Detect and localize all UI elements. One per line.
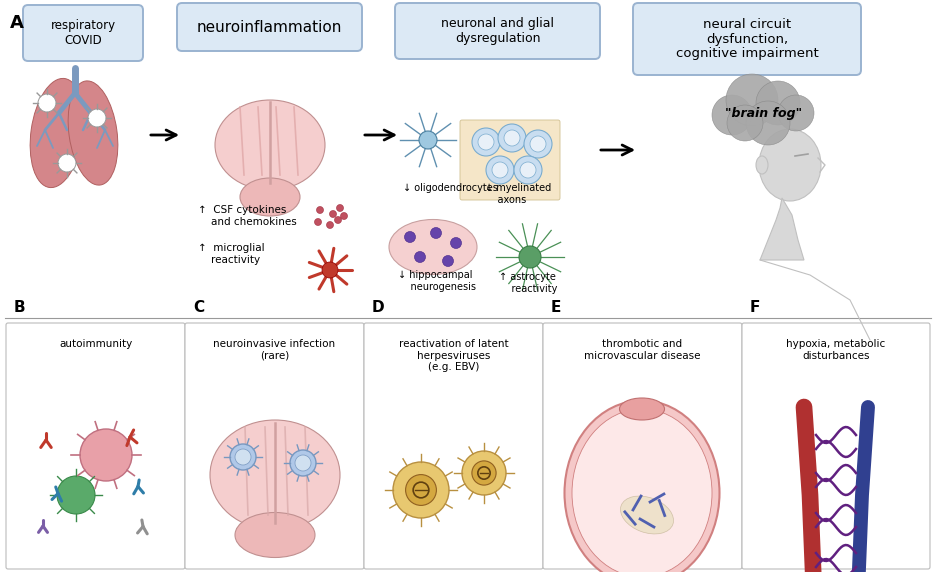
Text: B: B xyxy=(14,300,25,315)
Text: thrombotic and
microvascular disease: thrombotic and microvascular disease xyxy=(584,339,701,360)
FancyBboxPatch shape xyxy=(460,120,560,200)
Circle shape xyxy=(38,94,56,112)
Ellipse shape xyxy=(235,513,315,558)
FancyBboxPatch shape xyxy=(185,323,364,569)
Circle shape xyxy=(530,136,546,152)
Ellipse shape xyxy=(30,78,84,188)
Circle shape xyxy=(329,210,337,217)
Circle shape xyxy=(498,124,526,152)
Polygon shape xyxy=(760,198,804,260)
Circle shape xyxy=(462,451,506,495)
Circle shape xyxy=(58,154,76,172)
Text: autoimmunity: autoimmunity xyxy=(59,339,132,349)
Circle shape xyxy=(756,81,800,125)
Text: neuronal and glial
dysregulation: neuronal and glial dysregulation xyxy=(441,17,554,45)
Text: F: F xyxy=(750,300,760,315)
Circle shape xyxy=(519,246,541,268)
FancyBboxPatch shape xyxy=(633,3,861,75)
FancyBboxPatch shape xyxy=(395,3,600,59)
FancyBboxPatch shape xyxy=(543,323,742,569)
Circle shape xyxy=(726,74,778,126)
Circle shape xyxy=(504,130,520,146)
Text: D: D xyxy=(372,300,385,315)
Ellipse shape xyxy=(564,400,720,572)
Ellipse shape xyxy=(572,409,712,572)
Circle shape xyxy=(450,237,461,248)
Circle shape xyxy=(337,205,344,212)
Ellipse shape xyxy=(620,398,665,420)
Ellipse shape xyxy=(389,220,477,275)
Circle shape xyxy=(712,95,752,135)
Ellipse shape xyxy=(756,156,768,174)
Circle shape xyxy=(88,109,106,127)
Circle shape xyxy=(492,162,508,178)
Text: respiratory
COVID: respiratory COVID xyxy=(51,19,115,47)
Circle shape xyxy=(419,131,437,149)
Circle shape xyxy=(314,219,321,225)
Text: ↑ astrocyte
    reactivity: ↑ astrocyte reactivity xyxy=(499,272,557,293)
Circle shape xyxy=(472,461,496,485)
Circle shape xyxy=(290,450,316,476)
Text: E: E xyxy=(551,300,562,315)
Ellipse shape xyxy=(759,129,821,201)
Ellipse shape xyxy=(621,496,674,534)
Circle shape xyxy=(472,128,500,156)
Circle shape xyxy=(316,206,324,213)
Circle shape xyxy=(57,476,95,514)
Circle shape xyxy=(431,228,442,239)
Text: ↓ hippocampal
    neurogenesis: ↓ hippocampal neurogenesis xyxy=(398,270,476,292)
Circle shape xyxy=(341,213,347,220)
FancyBboxPatch shape xyxy=(742,323,930,569)
Circle shape xyxy=(405,475,436,506)
Text: "brain fog": "brain fog" xyxy=(725,106,802,120)
Text: neuroinvasive infection
(rare): neuroinvasive infection (rare) xyxy=(213,339,336,360)
FancyBboxPatch shape xyxy=(364,323,543,569)
Circle shape xyxy=(443,256,454,267)
Circle shape xyxy=(235,449,251,465)
Circle shape xyxy=(80,429,132,481)
Circle shape xyxy=(322,262,338,278)
Ellipse shape xyxy=(215,100,325,190)
Circle shape xyxy=(520,162,536,178)
FancyBboxPatch shape xyxy=(23,5,143,61)
Circle shape xyxy=(295,455,311,471)
Text: A: A xyxy=(10,14,24,32)
Text: ↓ myelinated
    axons: ↓ myelinated axons xyxy=(485,183,551,205)
Text: hypoxia, metabolic
disturbances: hypoxia, metabolic disturbances xyxy=(786,339,885,360)
Text: ↑  CSF cytokines
    and chemokines: ↑ CSF cytokines and chemokines xyxy=(198,205,297,227)
Circle shape xyxy=(415,252,426,263)
Circle shape xyxy=(778,95,814,131)
Circle shape xyxy=(478,134,494,150)
Circle shape xyxy=(746,101,790,145)
Text: C: C xyxy=(193,300,204,315)
Circle shape xyxy=(230,444,256,470)
Ellipse shape xyxy=(210,420,340,530)
Circle shape xyxy=(327,221,333,228)
Text: ↑  microglial
    reactivity: ↑ microglial reactivity xyxy=(198,243,265,265)
Circle shape xyxy=(404,232,416,243)
Circle shape xyxy=(514,156,542,184)
Ellipse shape xyxy=(240,178,300,216)
Circle shape xyxy=(393,462,449,518)
Text: ↓ oligodendrocytes: ↓ oligodendrocytes xyxy=(403,183,498,193)
Text: neural circuit
dysfunction,
cognitive impairment: neural circuit dysfunction, cognitive im… xyxy=(676,18,818,61)
Text: reactivation of latent
herpesviruses
(e.g. EBV): reactivation of latent herpesviruses (e.… xyxy=(399,339,508,372)
Circle shape xyxy=(727,105,763,141)
Circle shape xyxy=(486,156,514,184)
Circle shape xyxy=(334,216,342,224)
Ellipse shape xyxy=(68,81,118,185)
FancyBboxPatch shape xyxy=(6,323,185,569)
Circle shape xyxy=(524,130,552,158)
FancyBboxPatch shape xyxy=(177,3,362,51)
Text: neuroinflammation: neuroinflammation xyxy=(197,19,343,34)
